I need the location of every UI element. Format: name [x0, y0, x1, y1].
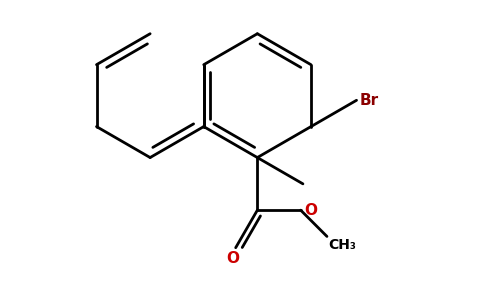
Text: O: O [226, 251, 239, 266]
Text: O: O [304, 203, 317, 218]
Text: CH₃: CH₃ [328, 238, 356, 252]
Text: Br: Br [360, 93, 379, 108]
